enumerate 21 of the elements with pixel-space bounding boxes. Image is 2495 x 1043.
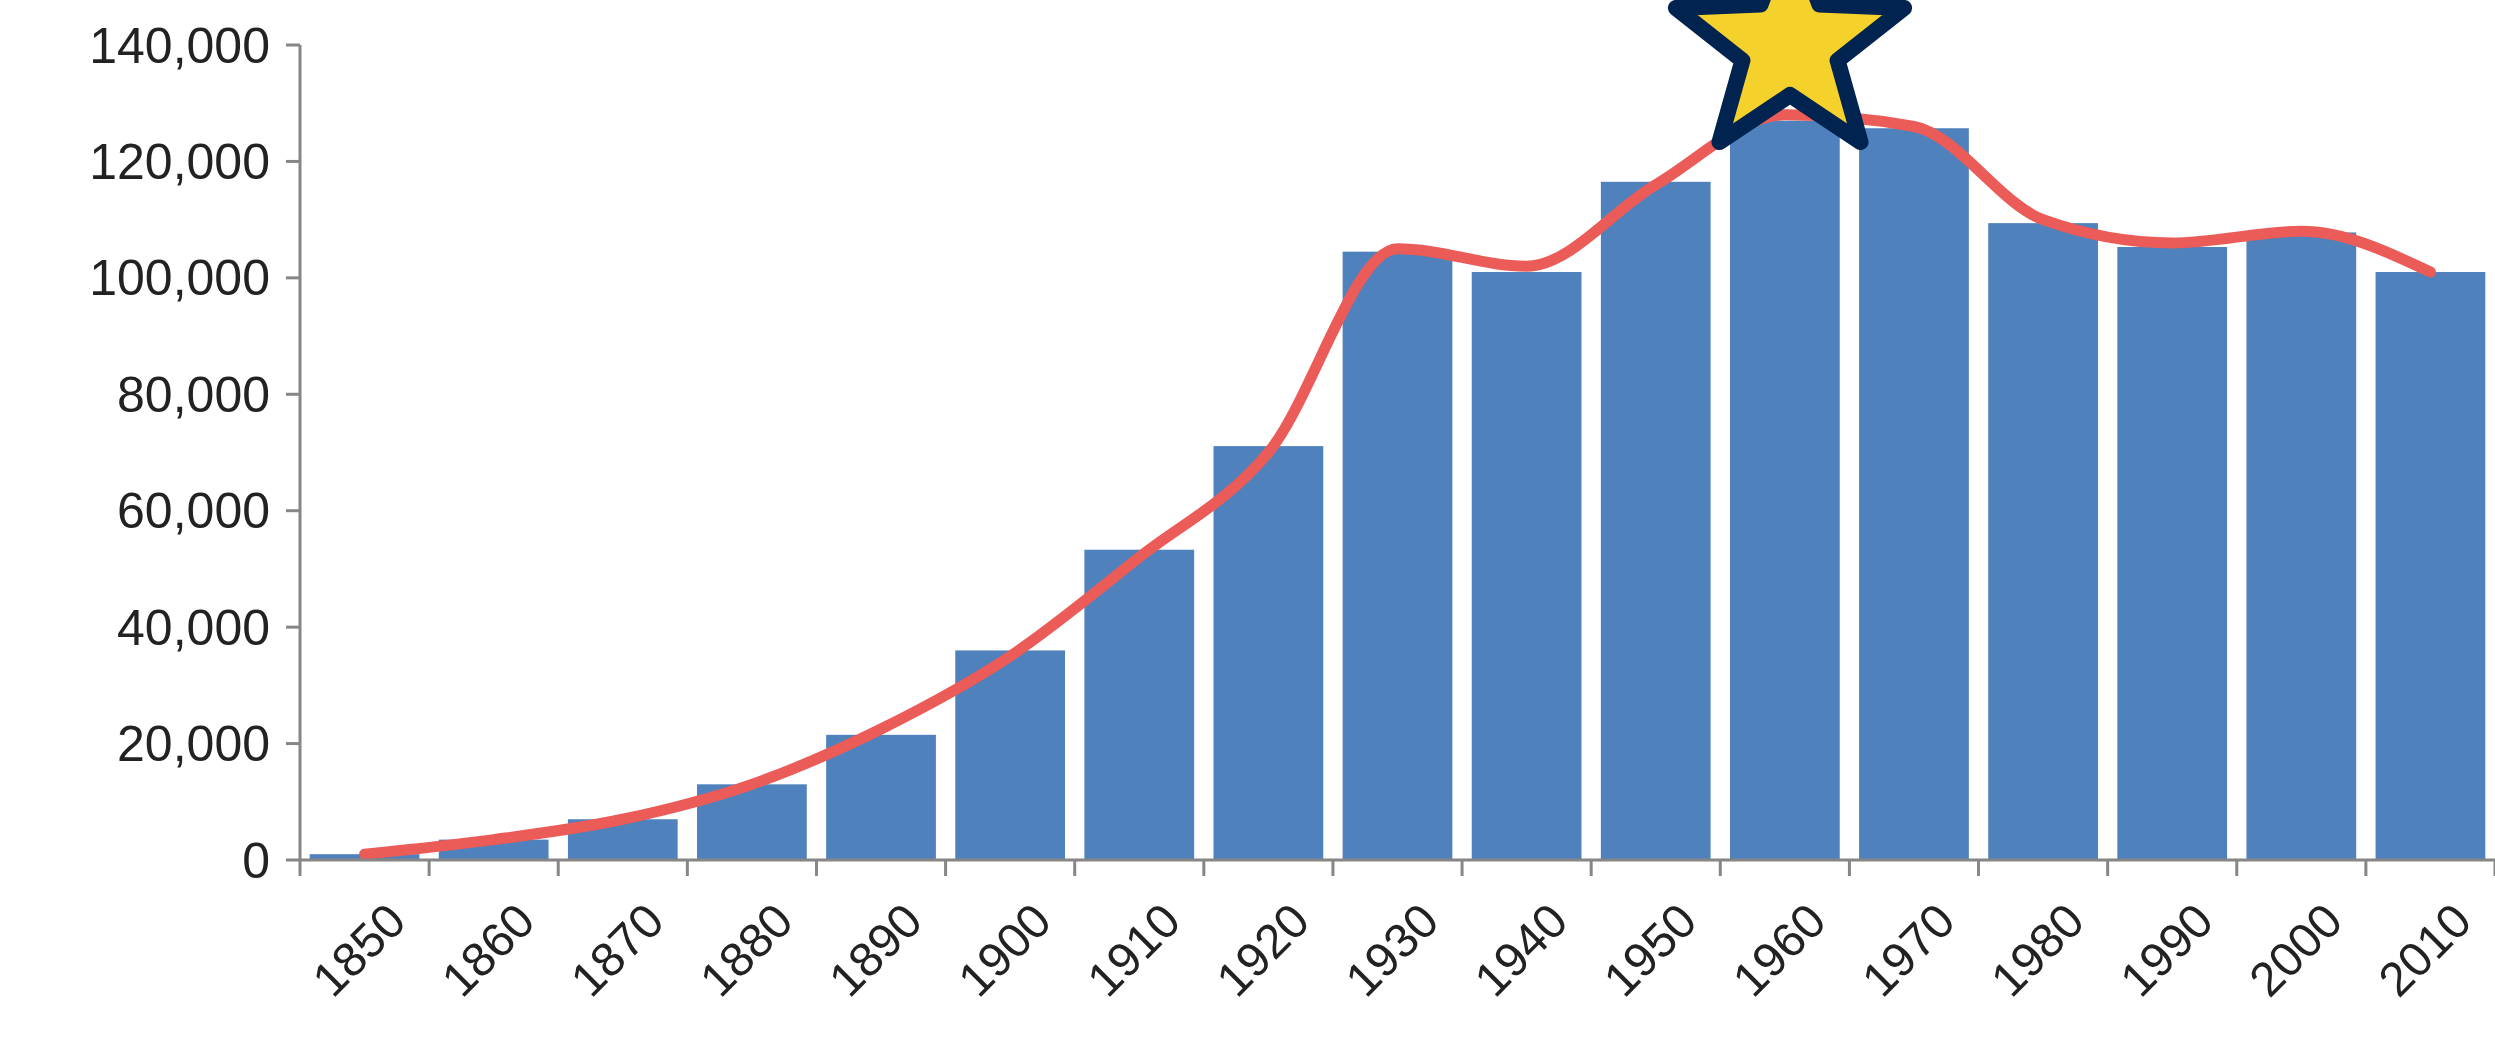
bar bbox=[1988, 223, 2098, 860]
y-tick-label: 40,000 bbox=[117, 599, 270, 656]
bar bbox=[2375, 272, 2486, 860]
bar bbox=[2246, 232, 2357, 860]
bar bbox=[955, 650, 1066, 860]
y-tick-label: 0 bbox=[242, 832, 270, 889]
bar bbox=[697, 784, 807, 860]
bar bbox=[1471, 272, 1582, 860]
y-tick-label: 20,000 bbox=[117, 716, 270, 773]
y-tick-label: 100,000 bbox=[89, 250, 270, 307]
y-tick-label: 120,000 bbox=[89, 133, 270, 190]
bar bbox=[826, 734, 936, 860]
bar bbox=[2117, 247, 2228, 860]
y-tick-label: 60,000 bbox=[117, 483, 270, 540]
y-tick-label: 140,000 bbox=[89, 17, 270, 74]
y-tick-label: 80,000 bbox=[117, 366, 270, 423]
bar bbox=[1213, 446, 1324, 860]
bar bbox=[1342, 251, 1453, 860]
bar bbox=[1600, 181, 1711, 860]
bar bbox=[1859, 128, 1969, 860]
bar bbox=[1084, 549, 1195, 860]
